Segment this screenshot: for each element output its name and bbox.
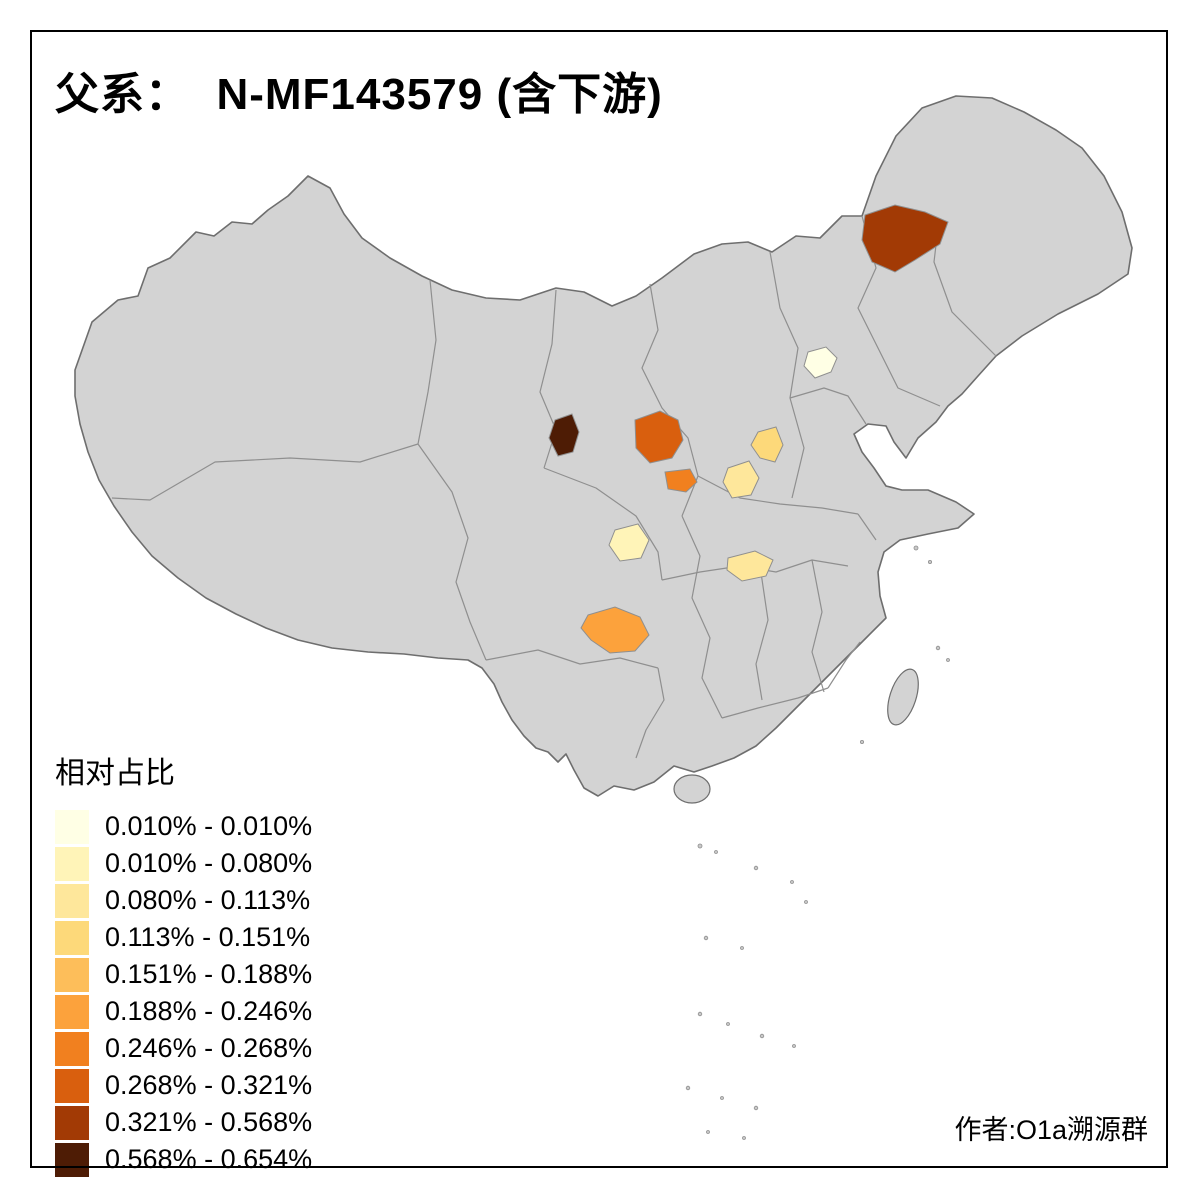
legend-item: 0.268% - 0.321% [55, 1067, 312, 1104]
legend-label: 0.321% - 0.568% [105, 1107, 313, 1137]
region-gansu-south [664, 468, 698, 493]
legend-swatch-color [55, 809, 89, 844]
south-china-sea-islands [685, 545, 950, 1140]
highlighted-regions [548, 204, 949, 654]
legend-swatch [55, 994, 89, 1029]
legend-title: 相对占比 [55, 757, 175, 790]
legend-swatch [55, 809, 89, 844]
legend-swatch-color [55, 1105, 89, 1140]
legend-label: 0.080% - 0.113% [105, 885, 311, 915]
legend-swatch [55, 957, 89, 992]
legend-label: 0.113% - 0.151% [105, 922, 311, 952]
legend-label: 0.268% - 0.321% [105, 1070, 313, 1100]
mainland-outline [74, 95, 1133, 797]
legend-item: 0.151% - 0.188% [55, 956, 312, 993]
region-sichuan-central [608, 523, 650, 562]
region-northeast-jilin [861, 204, 949, 273]
legend-swatch [55, 846, 89, 881]
legend-item: 0.010% - 0.010% [55, 808, 312, 845]
region-qinghai-haidong [548, 413, 580, 457]
region-yunnan-central [580, 606, 650, 654]
region-gansu-central [634, 410, 684, 464]
province-borders [111, 215, 997, 759]
hainan-island [673, 774, 711, 804]
legend-swatch [55, 1068, 89, 1103]
legend-swatch-color [55, 1031, 89, 1066]
region-beijing-area [803, 346, 838, 379]
legend-swatch [55, 920, 89, 955]
region-shanxi-north [750, 426, 784, 463]
legend-swatch [55, 1105, 89, 1140]
legend-label: 0.010% - 0.080% [105, 848, 313, 878]
legend-swatch [55, 1031, 89, 1066]
legend-swatch-color [55, 883, 89, 918]
legend-label: 0.568% - 0.654% [105, 1144, 313, 1174]
legend-swatch-color [55, 920, 89, 955]
legend: 相对占比 0.010% - 0.010% 0.010% - 0.080% 0.0… [55, 748, 312, 1178]
legend-swatch [55, 1142, 89, 1177]
legend-swatch-color [55, 957, 89, 992]
islands [673, 545, 950, 1140]
page-title: 父系： N-MF143579 (含下游) [55, 70, 663, 119]
legend-item: 0.246% - 0.268% [55, 1030, 312, 1067]
legend-swatch-color [55, 846, 89, 881]
legend-label: 0.246% - 0.268% [105, 1033, 313, 1063]
legend-item: 0.080% - 0.113% [55, 882, 312, 919]
legend-item: 0.568% - 0.654% [55, 1141, 312, 1178]
author-credit: 作者:O1a溯源群 [954, 1115, 1148, 1145]
legend-swatch [55, 883, 89, 918]
legend-item: 0.188% - 0.246% [55, 993, 312, 1030]
legend-item: 0.010% - 0.080% [55, 845, 312, 882]
legend-swatch-color [55, 994, 89, 1029]
legend-swatch-color [55, 1068, 89, 1103]
region-shanxi-south [722, 460, 760, 499]
legend-label: 0.010% - 0.010% [105, 811, 313, 841]
legend-label: 0.188% - 0.246% [105, 996, 313, 1026]
taiwan-island [887, 668, 919, 726]
legend-item: 0.321% - 0.568% [55, 1104, 312, 1141]
region-hubei-west [726, 550, 774, 582]
legend-label: 0.151% - 0.188% [105, 959, 313, 989]
legend-item: 0.113% - 0.151% [55, 919, 312, 956]
legend-swatch-color [55, 1142, 89, 1177]
